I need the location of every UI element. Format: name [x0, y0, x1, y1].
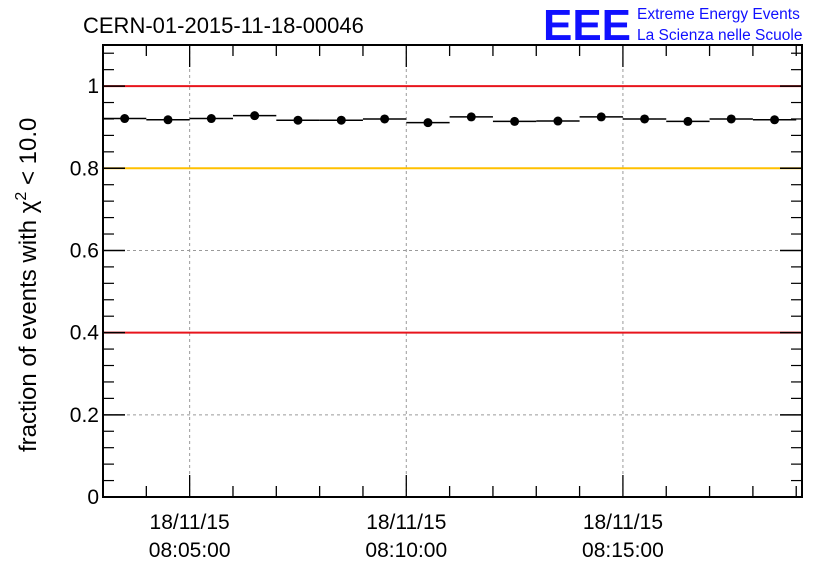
plot-frame: [102, 44, 803, 498]
y-tick-label: 0.6: [70, 239, 99, 262]
y-tick-label: 1: [87, 75, 99, 98]
data-series: [103, 111, 797, 128]
x-tick-label-date: 18/11/15: [583, 511, 663, 534]
data-point: [120, 114, 130, 124]
x-tick-label-time: 08:05:00: [149, 539, 231, 562]
logo-mark: EEE: [543, 1, 631, 50]
x-tick-labels: 18/11/15 08:05:00 18/11/15 08:10:00 18/11/15…: [149, 511, 664, 562]
y-tick-label: 0: [87, 486, 99, 509]
data-point: [293, 115, 303, 125]
grid-lines: [103, 45, 802, 497]
data-point: [553, 116, 563, 126]
x-tick-label-date: 18/11/15: [150, 511, 230, 534]
reference-lines: [103, 85, 802, 334]
data-point: [206, 114, 216, 124]
data-point: [163, 115, 173, 125]
data-point: [640, 114, 650, 124]
chart-title: CERN-01-2015-11-18-00046: [83, 13, 364, 38]
data-point: [596, 112, 606, 122]
y-tick-label: 0.2: [70, 404, 99, 427]
data-point: [510, 116, 520, 126]
y-tick-labels: 0 0.2 0.4 0.6 0.8 1: [70, 75, 100, 509]
data-point: [466, 112, 476, 122]
y-axis-title: fraction of events with χ2 < 10.0: [13, 118, 42, 452]
logo-line-2: La Scienza nelle Scuole: [637, 27, 802, 44]
y-tick-label: 0.8: [70, 157, 99, 180]
data-point: [336, 115, 346, 125]
data-point: [770, 115, 780, 125]
x-tick-label-date: 18/11/15: [366, 511, 446, 534]
data-point: [423, 118, 433, 128]
y-tick-label: 0.4: [70, 322, 100, 345]
data-point: [683, 116, 693, 126]
x-tick-label-time: 08:10:00: [365, 539, 447, 562]
axes: [102, 44, 803, 498]
tick-marks: [102, 45, 802, 498]
x-tick-label-time: 08:15:00: [582, 539, 664, 562]
data-point: [726, 114, 736, 124]
data-point: [380, 114, 390, 124]
logo-line-1: Extreme Energy Events: [637, 6, 800, 23]
data-point: [250, 111, 260, 121]
eee-logo: EEE Extreme Energy Events La Scienza nel…: [543, 1, 802, 50]
